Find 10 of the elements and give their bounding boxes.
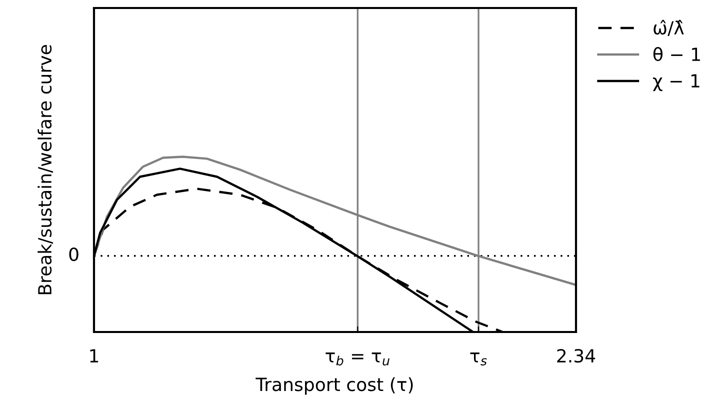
y-axis-title: Break/sustain/welfare curve: [38, 45, 54, 294]
legend-label: θ − 1: [653, 47, 700, 62]
x-tick-label: τ$_{s}$: [470, 352, 487, 366]
x-tick-label: 1: [90, 349, 98, 362]
legend-label: χ − 1: [652, 74, 700, 92]
x-tick-label: 2.34: [557, 348, 596, 363]
ref-line-label: 0: [69, 247, 78, 262]
x-tick-label: τ$_{b}$ = τ$_{u}$: [326, 352, 390, 366]
legend-label: ω̂/λ̂: [654, 20, 684, 36]
x-axis-title: Transport cost (τ): [256, 377, 413, 395]
